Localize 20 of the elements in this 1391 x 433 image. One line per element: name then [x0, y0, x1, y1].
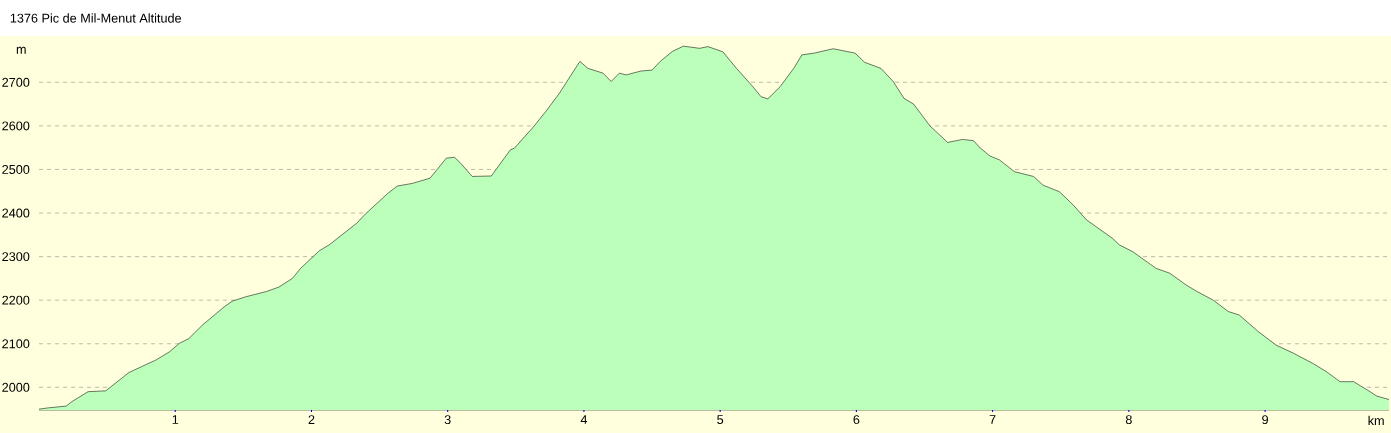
x-tick-label: 9: [1262, 415, 1268, 425]
y-tick-label: 2100: [2, 339, 30, 349]
x-tick-label: 8: [1125, 415, 1132, 425]
y-tick-label: 2300: [2, 252, 30, 262]
x-tick-label: 7: [989, 415, 996, 424]
y-tick-label: 2600: [2, 121, 30, 131]
y-tick-label: 2200: [2, 295, 30, 305]
y-tick-label: 2500: [2, 164, 30, 174]
x-tick-label: 5: [717, 415, 724, 424]
x-tick-label: 4: [580, 415, 588, 424]
x-axis-title: km: [1368, 415, 1384, 425]
x-tick-label: 2: [308, 415, 315, 424]
y-tick-label: 2400: [2, 208, 30, 218]
y-axis-title: m: [16, 46, 26, 54]
y-tick-label: 2700: [2, 77, 30, 87]
x-tick-label: 6: [853, 415, 860, 425]
x-tick-label: 1: [172, 415, 179, 424]
chart-title: 1376 Pic de Mil-Menut Altitude: [10, 13, 182, 23]
x-tick-label: 3: [444, 415, 451, 425]
y-tick-label: 2000: [2, 382, 30, 392]
